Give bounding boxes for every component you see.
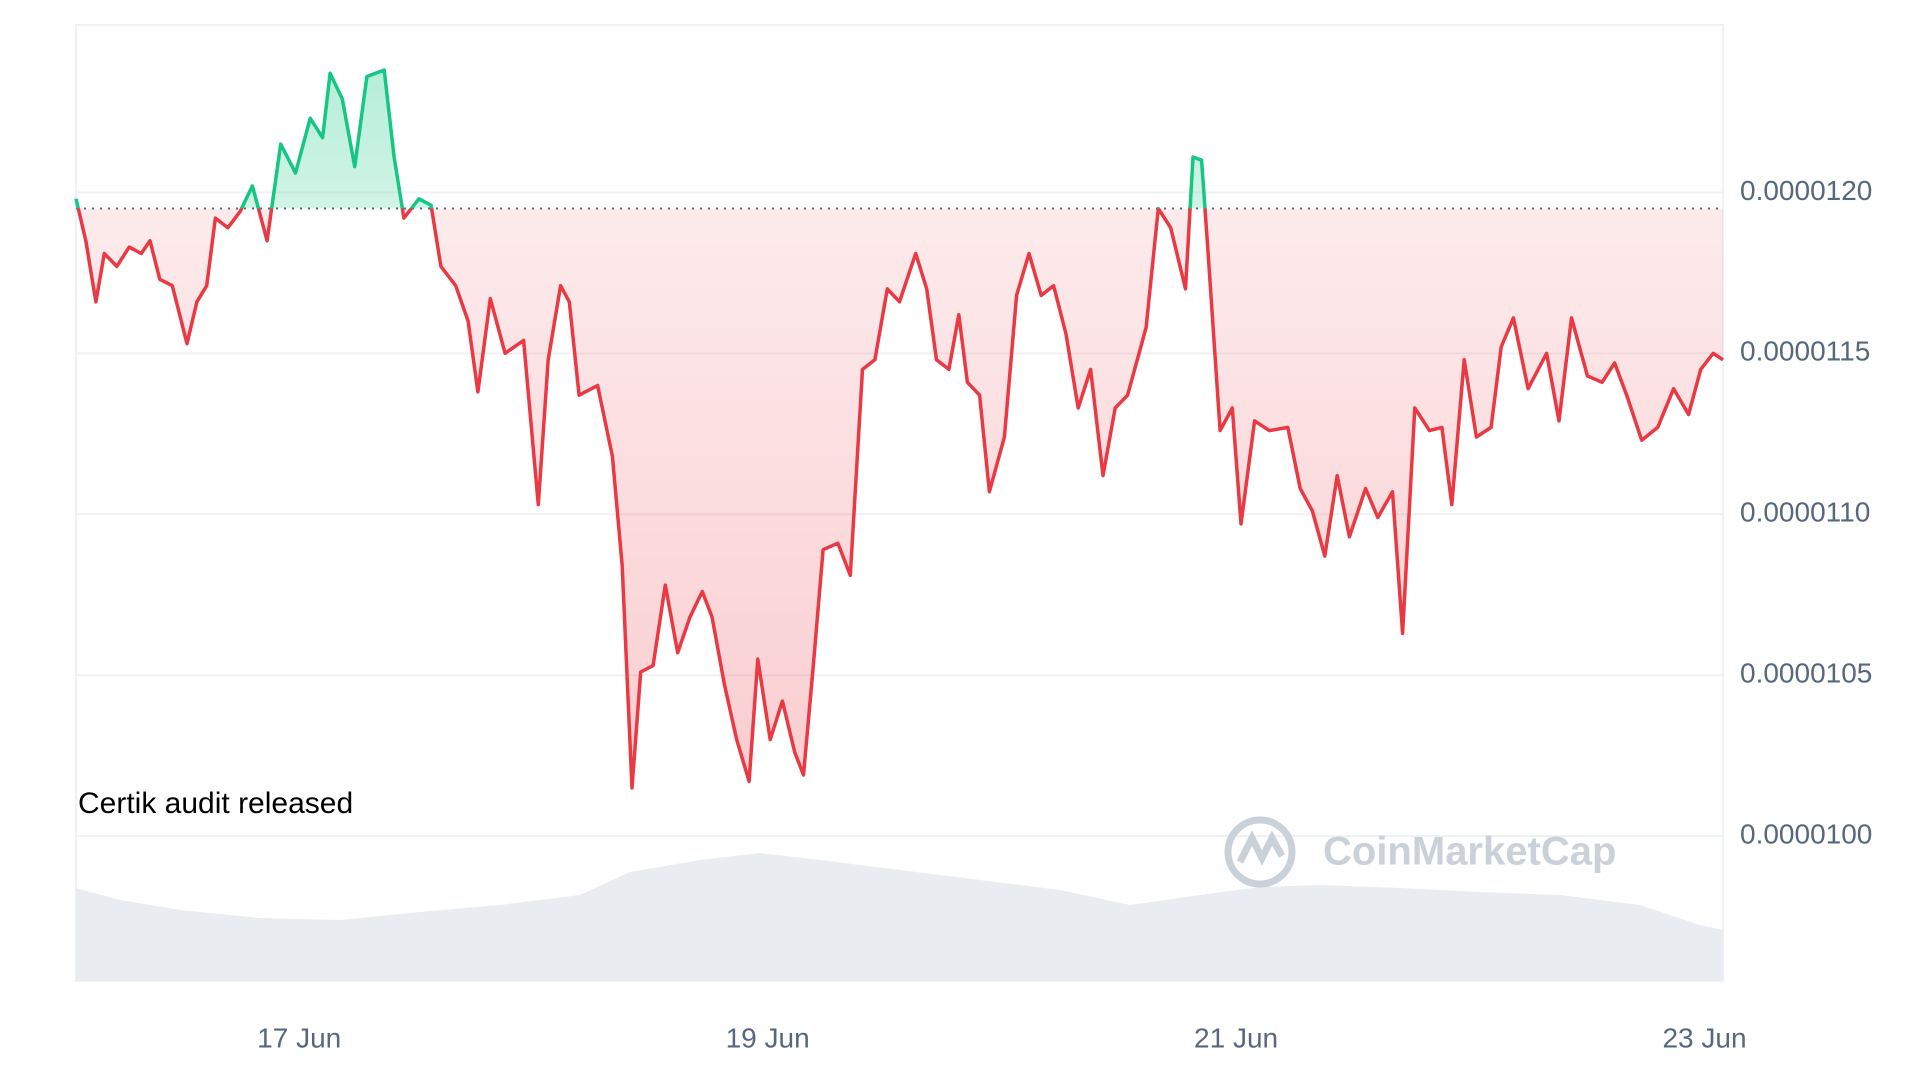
area-fill — [76, 70, 1723, 788]
x-tick-label: 17 Jun — [257, 1022, 341, 1053]
x-tick-label: 23 Jun — [1662, 1022, 1746, 1053]
y-tick-label: 0.0000105 — [1740, 658, 1872, 689]
watermark: CoinMarketCap — [1323, 830, 1616, 874]
y-tick-label: 0.0000115 — [1740, 336, 1870, 367]
y-tick-label: 0.0000100 — [1740, 819, 1872, 850]
x-tick-label: 19 Jun — [726, 1022, 810, 1053]
price-line — [74, 68, 1724, 790]
annotation: Certik audit released — [78, 787, 353, 820]
y-tick-label: 0.0000110 — [1740, 497, 1870, 528]
volume-area — [76, 853, 1723, 981]
x-tick-label: 21 Jun — [1194, 1022, 1278, 1053]
watermark-logo — [1224, 816, 1296, 888]
y-tick-label: 0.0000120 — [1740, 175, 1872, 206]
